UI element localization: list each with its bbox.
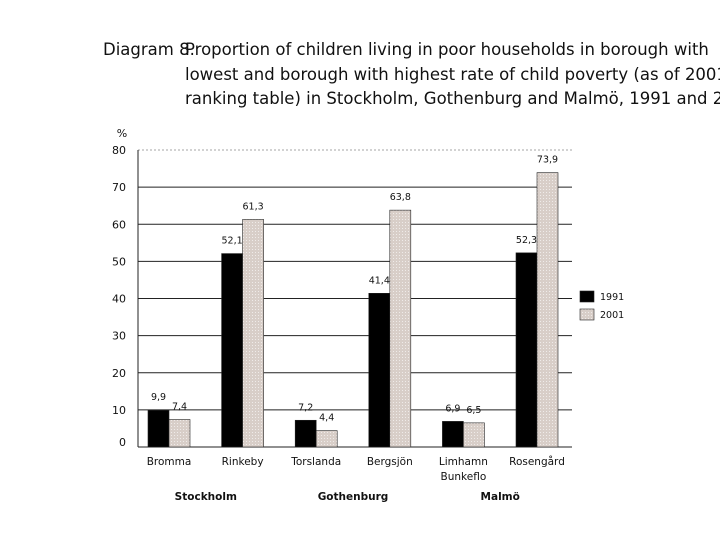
y-unit-label: % [117,127,127,140]
y-tick-label: 30 [112,330,126,343]
bar-1991 [147,409,170,448]
y-tick-label: 10 [112,404,126,417]
title-line-2: lowest and borough with highest rate of … [185,64,720,84]
y-tick-label: 50 [112,255,126,268]
bar-2001 [168,419,191,448]
y-tick-label: 60 [112,218,126,231]
data-label-2001: 73,9 [537,155,558,166]
data-label-1991: 7,2 [298,402,313,413]
bar-2001 [315,430,338,448]
title-line-1: Proportion of children living in poor ho… [185,40,709,59]
chart-title: Diagram 8. Proportion of children living… [103,38,720,112]
data-label-1991: 52,1 [222,236,243,247]
bar-1991 [515,252,538,448]
data-label-2001: 61,3 [243,201,264,212]
legend-label-2001: 2001 [600,310,624,321]
data-label-1991: 6,9 [445,403,460,414]
category-label: Bromma [147,456,192,468]
bar-1991 [221,253,243,448]
data-label-1991: 52,3 [516,235,537,246]
data-label-2001: 63,8 [390,192,411,203]
y-tick-label: 20 [112,367,126,380]
category-label: Rinkeby [222,456,264,468]
data-label-1991: 41,4 [369,275,390,286]
bar-2001 [536,172,559,448]
category-label: Bergsjön [367,456,413,468]
legend-label-1991: 1991 [600,292,624,303]
group-label: Malmö [481,491,520,503]
bar-1991 [368,293,391,448]
y-tick-label: 40 [112,293,126,306]
category-label: Limhamn [439,456,488,468]
bar-2001 [389,209,412,448]
bar-2001 [242,219,264,448]
title-line-3: ranking table) in Stockholm, Gothenburg … [185,89,720,108]
y-tick-label: 70 [112,181,126,194]
data-label-1991: 9,9 [151,392,166,403]
y-tick-label: 80 [112,144,126,157]
title-prefix: Diagram 8. [103,40,195,59]
data-label-2001: 4,4 [319,413,334,424]
group-label: Gothenburg [318,491,389,503]
legend-swatch-1991 [579,290,595,303]
bar-2001 [463,422,485,448]
category-label: Rosengård [509,455,565,468]
data-label-2001: 7,4 [172,402,187,413]
y-tick-label: 0 [119,436,126,449]
legend-swatch-2001 [579,308,595,321]
category-label: Torslanda [290,456,341,468]
bar-1991 [294,419,317,448]
bar-1991 [442,421,464,448]
group-label: Stockholm [175,491,237,503]
data-label-2001: 6,5 [466,405,481,416]
category-label: Bunkeflo [441,471,487,483]
